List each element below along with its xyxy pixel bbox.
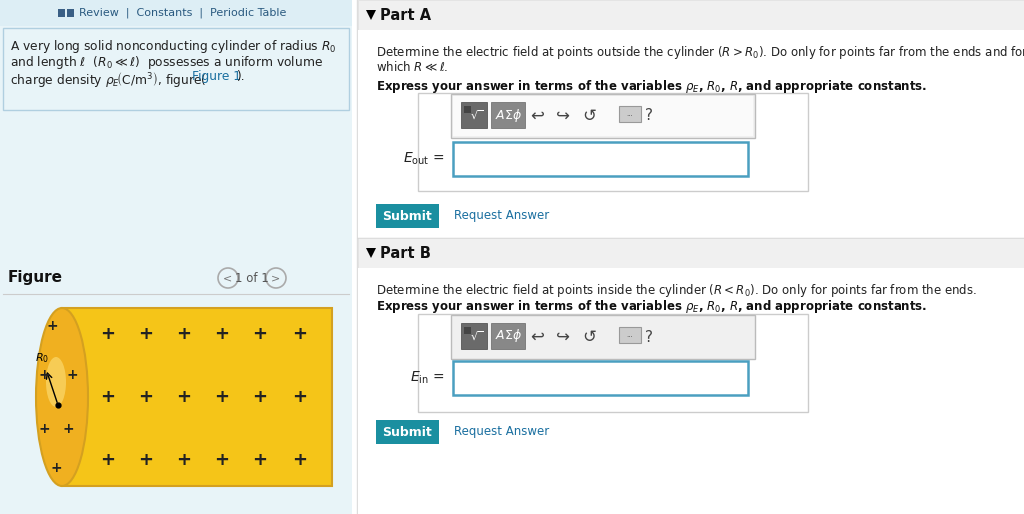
Text: >: > xyxy=(271,273,281,283)
Text: $R_0$: $R_0$ xyxy=(35,351,49,365)
Text: +: + xyxy=(46,319,57,333)
Text: +: + xyxy=(176,325,191,343)
Text: and length $\ell$  $(R_0 \ll \ell)$  possesses a uniform volume: and length $\ell$ $(R_0 \ll \ell)$ posse… xyxy=(10,54,323,71)
Bar xyxy=(358,268,1024,514)
Bar xyxy=(418,314,808,412)
Text: ).: ). xyxy=(236,70,245,83)
Text: +: + xyxy=(100,388,116,406)
Text: $E_{\mathrm{out}}$ =: $E_{\mathrm{out}}$ = xyxy=(403,151,445,167)
Bar xyxy=(358,30,1024,262)
Bar xyxy=(358,0,1024,30)
Text: ↺: ↺ xyxy=(582,328,596,346)
Text: ...: ... xyxy=(627,111,634,117)
Text: ?: ? xyxy=(645,108,653,123)
Bar xyxy=(376,204,439,228)
Text: Submit: Submit xyxy=(382,210,432,223)
Text: $E_{\mathrm{in}}$ =: $E_{\mathrm{in}}$ = xyxy=(411,370,445,386)
Text: Determine the electric field at points outside the cylinder $(R > R_0)$. Do only: Determine the electric field at points o… xyxy=(376,44,1024,61)
Text: +: + xyxy=(38,422,50,436)
Text: ?: ? xyxy=(645,329,653,344)
Text: ↩: ↩ xyxy=(530,328,544,346)
Text: Figure: Figure xyxy=(8,270,63,285)
Bar xyxy=(461,102,487,128)
Text: 1 of 1: 1 of 1 xyxy=(236,271,269,285)
Bar xyxy=(0,0,352,514)
Polygon shape xyxy=(366,10,376,20)
Text: Figure 1: Figure 1 xyxy=(193,70,241,83)
Text: $\sqrt{\,}$: $\sqrt{\,}$ xyxy=(470,108,483,122)
Bar xyxy=(376,420,439,444)
Bar xyxy=(451,94,755,138)
Text: +: + xyxy=(253,325,267,343)
Bar xyxy=(451,315,755,359)
Bar xyxy=(453,361,748,395)
Bar xyxy=(3,28,349,110)
Text: +: + xyxy=(100,451,116,469)
Text: Part B: Part B xyxy=(380,246,431,261)
Text: Request Answer: Request Answer xyxy=(454,210,549,223)
Text: +: + xyxy=(293,325,307,343)
Bar xyxy=(464,327,471,334)
Text: ↩: ↩ xyxy=(530,107,544,125)
Bar xyxy=(490,102,525,128)
Text: Request Answer: Request Answer xyxy=(454,426,549,438)
Text: +: + xyxy=(62,422,74,436)
Bar xyxy=(358,238,1024,268)
Text: +: + xyxy=(293,388,307,406)
Text: which $R \ll \ell$.: which $R \ll \ell$. xyxy=(376,60,449,74)
Text: +: + xyxy=(50,461,61,475)
Text: +: + xyxy=(100,325,116,343)
Polygon shape xyxy=(366,248,376,258)
Text: +: + xyxy=(253,388,267,406)
Text: Submit: Submit xyxy=(382,426,432,438)
Bar xyxy=(58,9,65,17)
Text: Review  |  Constants  |  Periodic Table: Review | Constants | Periodic Table xyxy=(79,8,287,19)
Text: Express your answer in terms of the variables $\rho_E$, $R_0$, $R$, and appropri: Express your answer in terms of the vari… xyxy=(376,298,928,315)
Text: Part A: Part A xyxy=(380,8,431,23)
Bar xyxy=(62,308,332,486)
Bar xyxy=(464,106,471,113)
Text: $A\Sigma\phi$: $A\Sigma\phi$ xyxy=(495,106,521,123)
Text: +: + xyxy=(253,451,267,469)
Bar xyxy=(453,96,753,136)
Text: +: + xyxy=(67,368,78,382)
Text: +: + xyxy=(176,388,191,406)
Bar xyxy=(453,142,748,176)
Text: Express your answer in terms of the variables $\rho_E$, $R_0$, $R$, and appropri: Express your answer in terms of the vari… xyxy=(376,78,928,95)
Bar xyxy=(418,93,808,191)
Bar xyxy=(67,9,74,17)
Text: +: + xyxy=(138,451,154,469)
Ellipse shape xyxy=(36,308,88,486)
Text: +: + xyxy=(176,451,191,469)
Text: +: + xyxy=(214,388,229,406)
Bar xyxy=(618,327,641,343)
Text: +: + xyxy=(38,368,50,382)
Text: $A\Sigma\phi$: $A\Sigma\phi$ xyxy=(495,327,521,344)
Bar xyxy=(461,323,487,349)
Text: ↺: ↺ xyxy=(582,107,596,125)
Text: +: + xyxy=(138,325,154,343)
Text: <: < xyxy=(223,273,232,283)
Text: A very long solid nonconducting cylinder of radius $R_0$: A very long solid nonconducting cylinder… xyxy=(10,38,336,55)
Bar xyxy=(490,323,525,349)
Bar xyxy=(0,0,352,26)
Text: Determine the electric field at points inside the cylinder $(R < R_0)$. Do only : Determine the electric field at points i… xyxy=(376,282,977,299)
Text: $\sqrt{\,}$: $\sqrt{\,}$ xyxy=(470,329,483,343)
Ellipse shape xyxy=(46,357,66,407)
Bar xyxy=(618,106,641,122)
Text: +: + xyxy=(293,451,307,469)
Text: ...: ... xyxy=(627,332,634,338)
Text: +: + xyxy=(214,325,229,343)
Text: ↪: ↪ xyxy=(556,328,570,346)
Text: +: + xyxy=(138,388,154,406)
Text: ↪: ↪ xyxy=(556,107,570,125)
Text: +: + xyxy=(214,451,229,469)
Text: charge density $\rho_E\!\left(\mathrm{C/m^3}\right)$, figure(: charge density $\rho_E\!\left(\mathrm{C/… xyxy=(10,70,207,89)
